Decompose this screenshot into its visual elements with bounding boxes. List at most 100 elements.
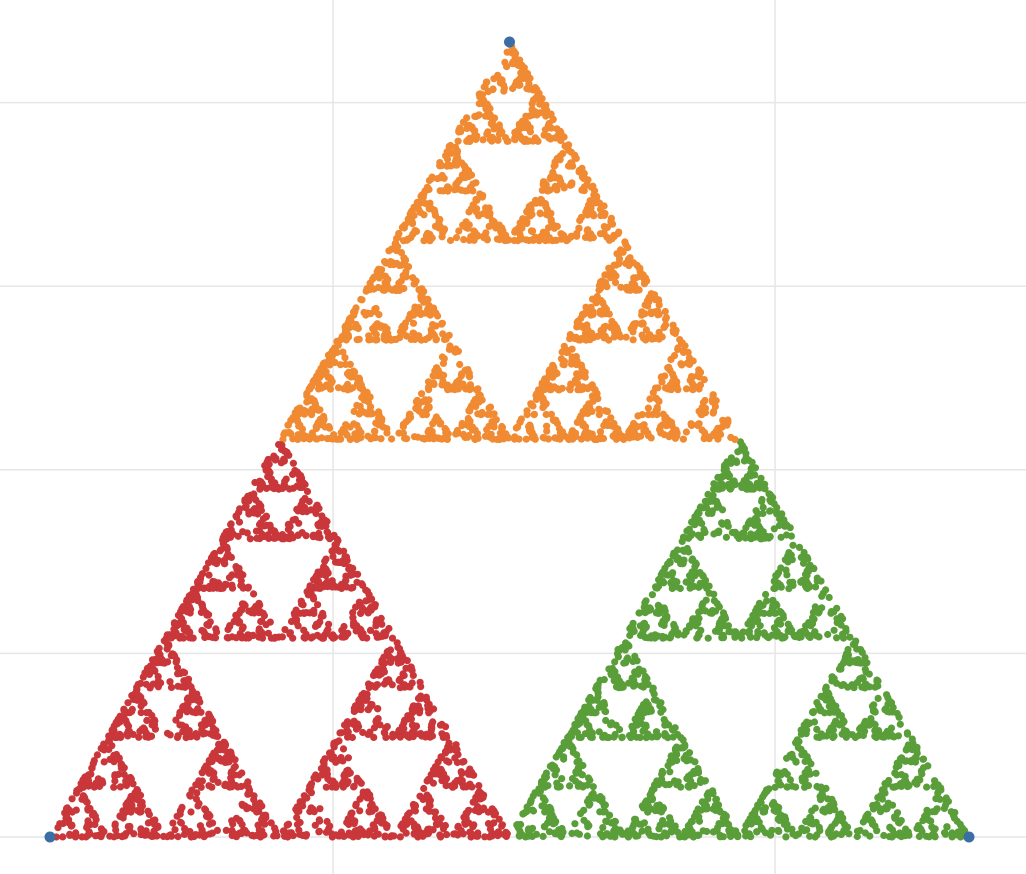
- scatter-point: [567, 732, 576, 741]
- scatter-point: [595, 728, 603, 736]
- scatter-point: [815, 608, 823, 616]
- scatter-point: [883, 707, 891, 716]
- scatter-point: [238, 606, 246, 614]
- scatter-point: [862, 668, 870, 676]
- scatter-point: [551, 161, 559, 169]
- scatter-point: [110, 783, 118, 791]
- scatter-point: [682, 428, 691, 436]
- scatter-point: [214, 732, 222, 741]
- scatter-point: [197, 721, 205, 729]
- scatter-point: [347, 810, 355, 819]
- scatter-point: [257, 506, 265, 515]
- scatter-point: [329, 552, 337, 561]
- scatter-point: [403, 657, 411, 665]
- scatter-point: [596, 230, 605, 238]
- scatter-point: [618, 734, 626, 742]
- scatter-point: [904, 783, 912, 791]
- scatter-point: [648, 591, 657, 599]
- scatter-point: [303, 398, 311, 406]
- scatter-point: [498, 821, 506, 830]
- scatter-point: [359, 606, 367, 614]
- scatter-point: [784, 558, 792, 566]
- scatter-point: [179, 728, 187, 736]
- scatter-point: [629, 433, 637, 441]
- scatter-point: [674, 629, 682, 637]
- scatter-point: [696, 381, 705, 389]
- scatter-point: [959, 825, 967, 833]
- scatter-point: [344, 754, 352, 762]
- scatter-point: [374, 715, 382, 723]
- scatter-point: [406, 410, 414, 418]
- scatter-point: [171, 826, 179, 834]
- scatter-point: [378, 632, 387, 640]
- scatter-point: [111, 733, 119, 742]
- scatter-point: [254, 821, 262, 829]
- scatter-point: [740, 445, 749, 453]
- scatter-point: [625, 679, 633, 687]
- scatter-point: [709, 828, 718, 836]
- scatter-point: [694, 421, 702, 430]
- scatter-point: [884, 700, 892, 708]
- scatter-point: [266, 618, 274, 626]
- scatter-point: [632, 817, 640, 826]
- scatter-point: [322, 572, 330, 580]
- scatter-point: [451, 348, 459, 356]
- scatter-point: [835, 811, 843, 819]
- scatter-point: [514, 423, 522, 431]
- scatter-point: [555, 386, 563, 394]
- scatter-point: [436, 721, 445, 729]
- scatter-point: [322, 566, 330, 574]
- scatter-point: [646, 395, 654, 403]
- scatter-point: [257, 628, 265, 636]
- scatter-point: [466, 137, 474, 145]
- scatter-point: [682, 385, 691, 393]
- scatter-point: [613, 330, 621, 338]
- scatter-point: [616, 725, 624, 734]
- scatter-point: [354, 570, 362, 578]
- scatter-point: [209, 724, 217, 733]
- scatter-point: [722, 533, 731, 541]
- scatter-point: [694, 831, 702, 839]
- scatter-point: [523, 85, 531, 93]
- scatter-point: [687, 373, 696, 381]
- scatter-point: [708, 509, 716, 517]
- scatter-point: [639, 271, 647, 279]
- scatter-point: [483, 426, 491, 434]
- scatter-point: [720, 466, 728, 474]
- scatter-point: [390, 832, 398, 840]
- scatter-point: [695, 813, 703, 821]
- scatter-point: [454, 823, 462, 831]
- scatter-point: [317, 765, 325, 773]
- scatter-point: [455, 128, 463, 136]
- scatter-point: [281, 626, 289, 634]
- scatter-point: [310, 595, 318, 603]
- scatter-point: [411, 335, 419, 344]
- scatter-point: [583, 721, 591, 729]
- scatter-point: [470, 227, 478, 235]
- scatter-point: [211, 549, 219, 558]
- scatter-point: [830, 626, 838, 634]
- scatter-point: [350, 407, 358, 416]
- scatter-point: [650, 690, 658, 698]
- scatter-point: [937, 786, 945, 794]
- scatter-point: [321, 755, 329, 763]
- scatter-point: [541, 126, 550, 134]
- scatter-point: [639, 667, 647, 675]
- scatter-point: [644, 607, 652, 615]
- scatter-point: [122, 808, 130, 816]
- scatter-point: [224, 550, 232, 558]
- scatter-point: [509, 58, 517, 66]
- scatter-point: [56, 820, 64, 828]
- scatter-point: [332, 831, 340, 839]
- scatter-point: [671, 552, 680, 560]
- scatter-point: [166, 831, 174, 840]
- scatter-point: [316, 805, 324, 813]
- scatter-point: [777, 533, 785, 541]
- scatter-point: [284, 520, 292, 529]
- scatter-point: [832, 702, 840, 710]
- scatter-point: [544, 211, 553, 219]
- scatter-point: [371, 427, 379, 435]
- scatter-point: [217, 546, 225, 554]
- scatter-point: [134, 681, 142, 689]
- scatter-point: [227, 520, 235, 528]
